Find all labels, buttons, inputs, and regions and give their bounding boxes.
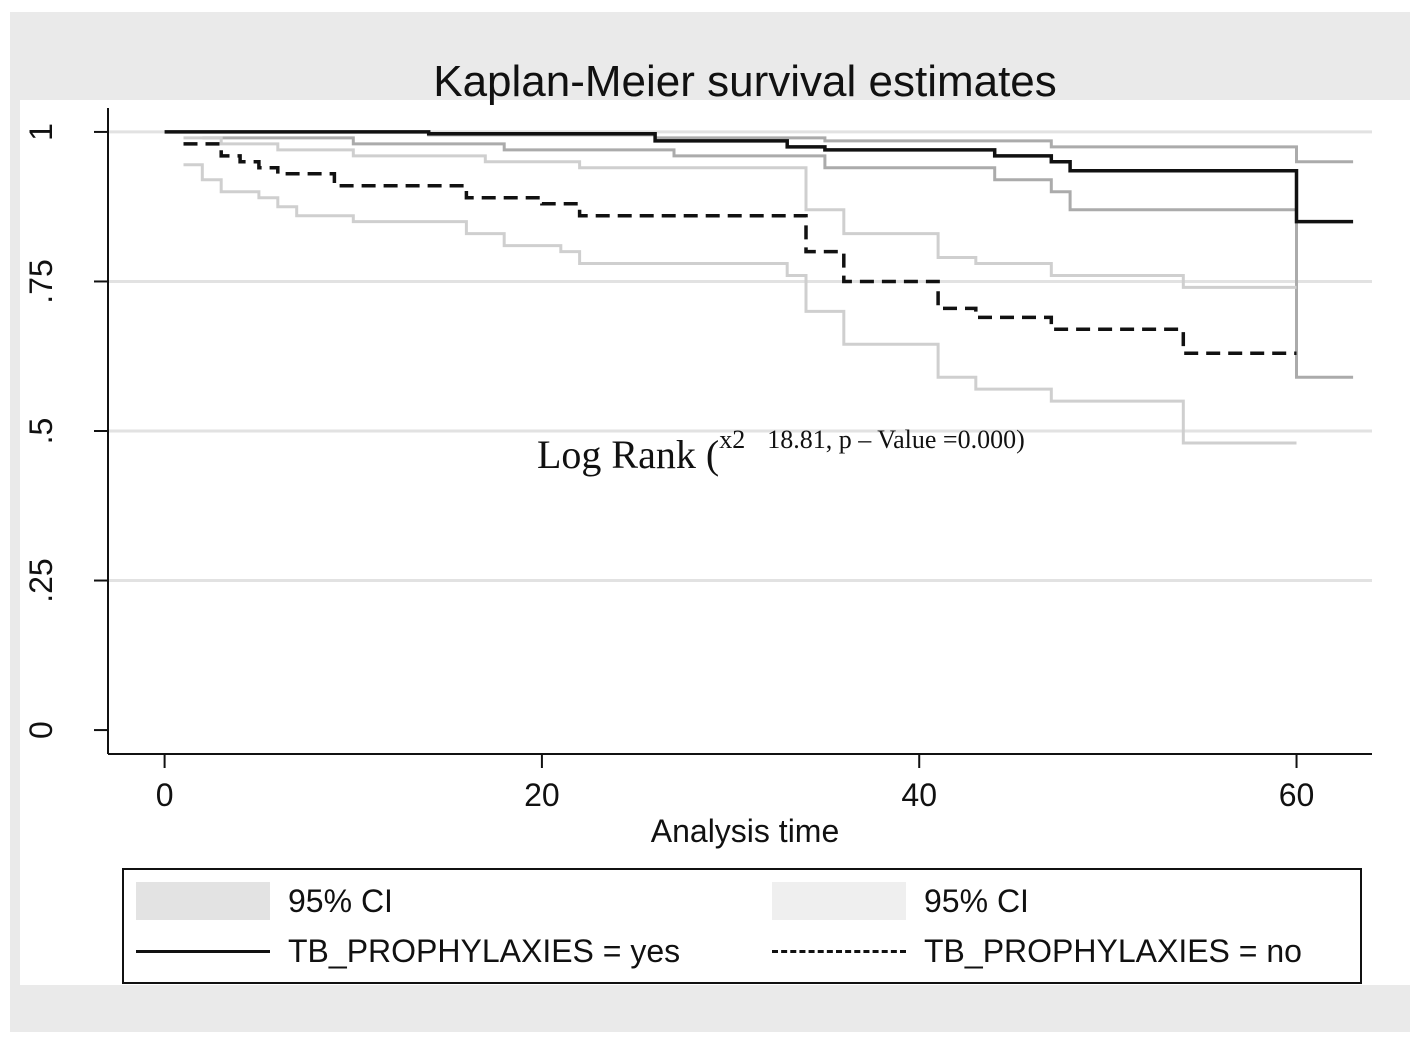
gridlines [108,130,1372,583]
legend: 95% CI 95% CI TB_PROPHYLAXIES = yes TB_P… [122,868,1362,984]
legend-label: TB_PROPHYLAXIES = no [924,933,1302,969]
log-rank-annotation: Log Rank (x2 18.81, p – Value =0.000) [537,425,1025,477]
chart-title: Kaplan-Meier survival estimates [433,57,1057,106]
legend-label: 95% CI [288,882,393,919]
legend-swatch-ci-no [772,882,906,920]
ci-line-no [183,163,1297,445]
legend-item-no: TB_PROPHYLAXIES = no [772,933,1302,970]
y-tick-label: 1 [23,123,59,141]
plot-panel [20,100,1410,985]
legend-item-ci-yes: 95% CI [136,882,393,920]
y-tick-label: .75 [23,259,59,303]
x-tick-label: 40 [901,777,937,813]
x-tick-label: 60 [1279,777,1315,813]
series-layer [164,130,1354,445]
legend-label: 95% CI [924,882,1029,919]
survival-line-yes [164,130,1354,224]
annotation-superscript: x2 [719,425,745,454]
y-tick-label: .5 [23,418,59,445]
survival-line-no [183,142,1297,355]
legend-line-solid [136,950,270,953]
ci-line-no [183,136,1297,289]
axes: 0 .25 .5 .75 1 0 20 40 60 [23,108,1372,813]
ci-line-yes [202,136,1354,379]
y-tick-label: .25 [23,558,59,602]
legend-swatch-ci-yes [136,882,270,920]
x-tick-label: 20 [524,777,560,813]
annotation-statistic: 18.81, p – Value =0.000) [767,425,1025,454]
legend-item-yes: TB_PROPHYLAXIES = yes [136,933,680,970]
legend-item-ci-no: 95% CI [772,882,1029,920]
y-tick-label: 0 [23,721,59,739]
annotation-main: Log Rank ( [537,432,719,477]
legend-line-dashed [772,950,906,953]
legend-label: TB_PROPHYLAXIES = yes [288,933,681,969]
x-axis-label: Analysis time [651,813,840,849]
x-tick-label: 0 [156,777,174,813]
